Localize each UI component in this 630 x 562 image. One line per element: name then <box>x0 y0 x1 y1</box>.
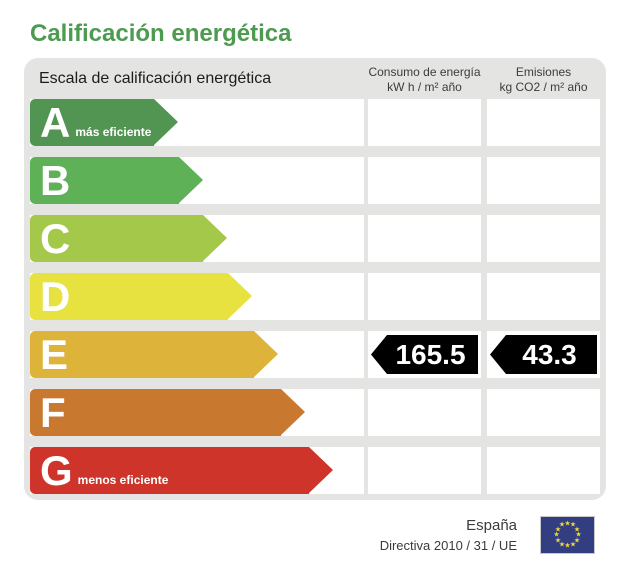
rating-scale-cell: E <box>30 331 364 378</box>
eu-star-icon: ★ <box>575 531 582 539</box>
emissions-cell <box>487 99 600 146</box>
consumption-cell <box>368 447 481 494</box>
rating-letter: C <box>40 215 71 262</box>
rating-row: G menos eficiente <box>30 447 600 494</box>
footer: España Directiva 2010 / 31 / UE ★ ★ ★ ★ ★ ★ ★ ★… <box>380 516 595 554</box>
rating-letter: E <box>40 331 69 378</box>
country-label: España <box>466 517 517 534</box>
rating-letter: F <box>40 389 66 436</box>
rating-scale-cell: C <box>30 215 364 262</box>
eu-star-icon: ★ <box>569 521 577 529</box>
consumption-cell: 165.5 <box>368 331 481 378</box>
rating-arrow: G menos eficiente <box>30 447 333 494</box>
rating-scale-cell: D <box>30 273 364 320</box>
eu-star-icon: ★ <box>573 526 581 533</box>
eu-flag-icon: ★ ★ ★ ★ ★ ★ ★ ★ ★ ★ ★ ★ <box>540 516 595 554</box>
rating-note: más eficiente <box>75 125 152 139</box>
rating-row: D <box>30 273 600 320</box>
rating-letter: A <box>40 99 71 146</box>
column-title: Consumo de energía <box>368 64 481 79</box>
scale-header: Escala de calificación energética <box>39 69 272 87</box>
eu-star-icon: ★ <box>554 537 562 544</box>
rating-arrow: C <box>30 215 227 262</box>
column-unit: kg CO2 / m² año <box>499 79 588 94</box>
emissions-cell: 43.3 <box>487 331 600 378</box>
footer-text: España Directiva 2010 / 31 / UE <box>380 517 517 553</box>
emissions-cell <box>487 273 600 320</box>
panel-header: Escala de calificación energética Consum… <box>30 58 600 99</box>
rating-letter: D <box>40 273 71 320</box>
page-title: Calificación energética <box>30 20 292 47</box>
emissions-cell <box>487 389 600 436</box>
eu-star-icon: ★ <box>558 521 566 529</box>
rating-row: B <box>30 157 600 204</box>
rating-row: E 165.5 43.3 <box>30 331 600 378</box>
eu-star-icon: ★ <box>564 542 571 550</box>
emissions-cell <box>487 215 600 262</box>
rating-panel: Escala de calificación energética Consum… <box>24 58 606 500</box>
consumption-cell <box>368 99 481 146</box>
rating-arrow: B <box>30 157 203 204</box>
consumption-cell <box>368 389 481 436</box>
rating-arrow: F <box>30 389 305 436</box>
eu-star-icon: ★ <box>558 541 566 549</box>
rating-scale-cell: G menos eficiente <box>30 447 364 494</box>
eu-star-icon: ★ <box>553 531 560 539</box>
column-header-emissions: Emisiones kg CO2 / m² año <box>487 63 600 95</box>
rating-arrow: A más eficiente <box>30 99 178 146</box>
directive-label: Directiva 2010 / 31 / UE <box>379 538 517 553</box>
eu-star-icon: ★ <box>554 526 562 533</box>
column-unit: kW h / m² año <box>387 79 462 94</box>
consumption-cell <box>368 215 481 262</box>
rating-arrow: D <box>30 273 252 320</box>
rating-rows: A más eficiente B C D <box>30 99 600 494</box>
consumption-cell <box>368 157 481 204</box>
rating-letter: G <box>40 447 73 494</box>
rating-scale-cell: F <box>30 389 364 436</box>
rating-note: menos eficiente <box>77 473 169 487</box>
column-header-consumption: Consumo de energía kW h / m² año <box>368 63 481 95</box>
rating-scale-cell: B <box>30 157 364 204</box>
consumption-value-tag: 165.5 <box>371 335 478 374</box>
column-title: Emisiones <box>515 64 572 79</box>
emissions-cell <box>487 157 600 204</box>
rating-row: C <box>30 215 600 262</box>
eu-star-icon: ★ <box>573 537 581 544</box>
rating-scale-cell: A más eficiente <box>30 99 364 146</box>
rating-letter: B <box>40 157 71 204</box>
emissions-cell <box>487 447 600 494</box>
eu-star-icon: ★ <box>569 541 577 549</box>
rating-row: F <box>30 389 600 436</box>
eu-star-icon: ★ <box>564 520 571 528</box>
emissions-value-tag: 43.3 <box>490 335 597 374</box>
rating-arrow: E <box>30 331 278 378</box>
consumption-cell <box>368 273 481 320</box>
rating-row: A más eficiente <box>30 99 600 146</box>
